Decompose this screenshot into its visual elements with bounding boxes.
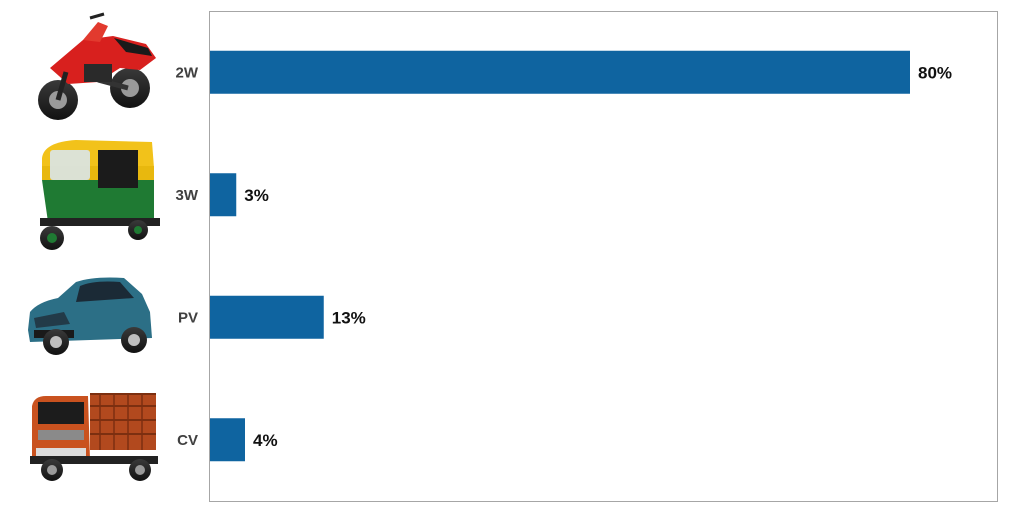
category-label-2w: 2W	[176, 64, 199, 81]
bar-3w	[210, 173, 237, 217]
bars-layer: 2W 80% 3W 3% PV 13% CV 4%	[176, 50, 952, 462]
category-label-3w: 3W	[176, 187, 199, 204]
category-label-pv: PV	[178, 309, 198, 326]
plot-area-frame	[209, 11, 998, 502]
value-label-2w: 80%	[918, 63, 952, 82]
value-label-pv: 13%	[332, 308, 366, 327]
auto-rickshaw-icon	[40, 140, 160, 250]
value-label-cv: 4%	[253, 431, 278, 450]
hatchback-car-icon	[28, 277, 152, 355]
category-label-cv: CV	[177, 432, 198, 449]
bar-pv	[210, 295, 324, 339]
motorcycle-icon	[38, 12, 156, 120]
truck-icon	[30, 393, 158, 481]
bar-2w	[210, 50, 910, 94]
value-label-3w: 3%	[244, 186, 269, 205]
bar-cv	[210, 418, 245, 462]
